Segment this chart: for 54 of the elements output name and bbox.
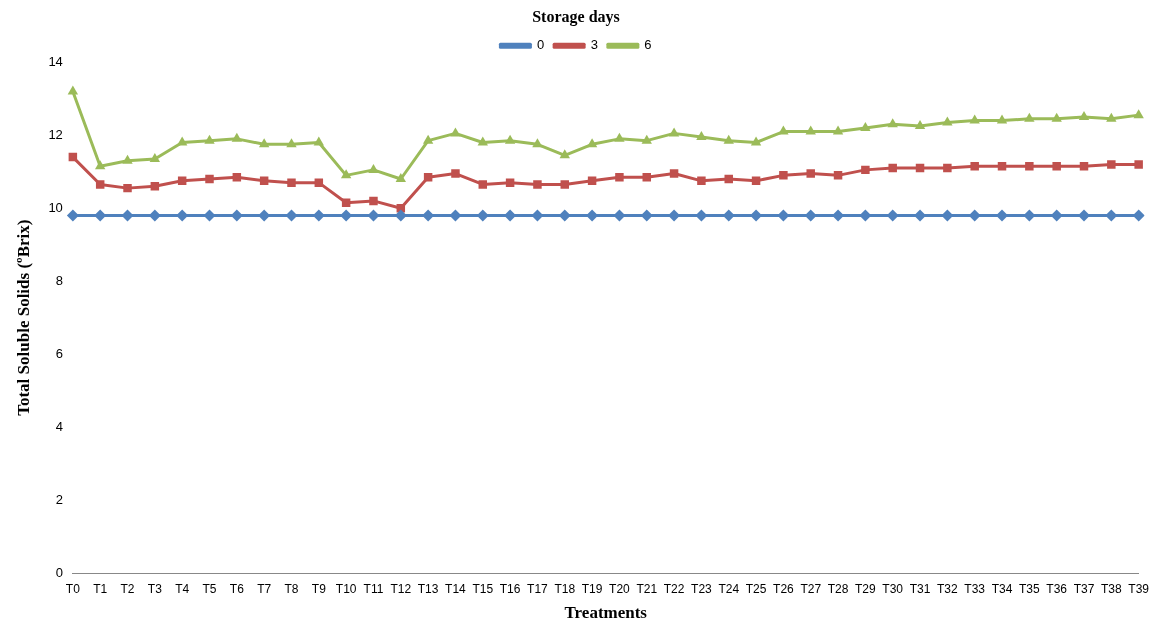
y-tick-label: 10 [48,199,63,215]
x-tick-label: T37 [1073,581,1095,596]
x-tick-label: T0 [65,581,81,596]
y-tick-label: 6 [55,345,63,361]
x-tick-label: T15 [472,581,494,596]
x-tick-label: T39 [1128,581,1150,596]
x-tick-label: T10 [335,581,357,596]
x-tick-label: T3 [147,581,163,596]
x-tick-label: T33 [964,581,986,596]
x-tick-label: T21 [636,581,658,596]
y-tick-label: 14 [48,53,63,69]
x-tick-label: T36 [1046,581,1068,596]
x-tick-label: T38 [1100,581,1122,596]
x-tick-label: T24 [718,581,740,596]
x-tick-label: T5 [202,581,217,596]
y-tick-label: 4 [55,418,63,434]
x-tick-label: T16 [499,581,521,596]
x-axis-title: Treatments [564,603,648,623]
x-tick-label: T18 [554,581,576,596]
x-tick-label: T19 [581,581,603,596]
x-tick-label: T7 [257,581,272,596]
x-tick-label: T27 [800,581,822,596]
x-tick-label: T1 [93,581,108,596]
x-tick-label: T9 [311,581,327,596]
legend-title: Storage days [532,8,620,27]
y-axis-title: Total Soluble Solids (ºBrix) [13,219,33,416]
x-tick-label: T12 [390,581,412,596]
x-tick-label: T2 [120,581,135,596]
legend-label: 3 [590,37,598,53]
x-tick-label: T28 [827,581,849,596]
legend-label: 0 [536,37,545,53]
x-tick-label: T26 [773,581,795,596]
x-tick-label: T30 [882,581,904,596]
x-tick-label: T31 [909,581,931,596]
x-tick-label: T20 [609,581,631,596]
x-tick-label: T14 [445,581,467,596]
x-tick-label: T8 [284,581,299,596]
y-tick-label: 8 [55,272,63,288]
y-tick-label: 12 [48,126,63,142]
x-tick-label: T13 [417,581,439,596]
x-tick-label: T4 [175,581,190,596]
y-tick-label: 0 [55,564,63,580]
x-tick-label: T17 [527,581,549,596]
x-tick-label: T35 [1019,581,1041,596]
legend-label: 6 [644,37,652,53]
x-tick-label: T22 [663,581,685,596]
x-tick-label: T23 [691,581,713,596]
x-tick-label: T25 [745,581,767,596]
x-tick-label: T11 [363,581,384,596]
x-tick-label: T6 [229,581,245,596]
x-tick-label: T34 [991,581,1013,596]
x-tick-label: T29 [855,581,877,596]
x-tick-label: T32 [937,581,959,596]
y-tick-label: 2 [55,491,63,507]
